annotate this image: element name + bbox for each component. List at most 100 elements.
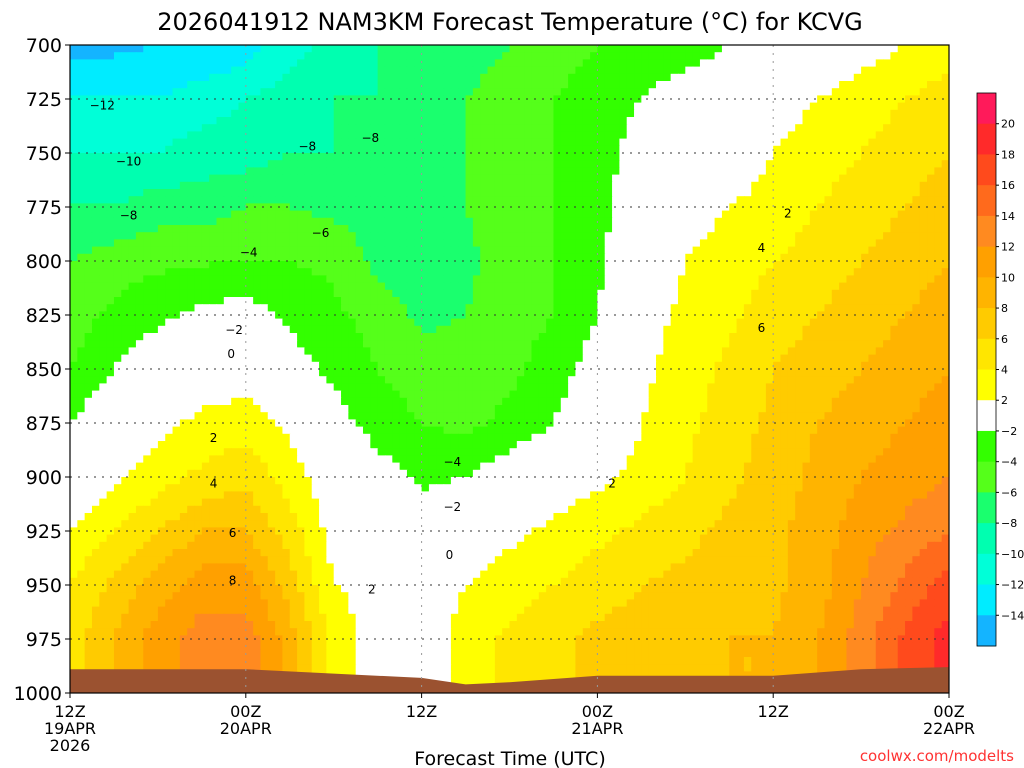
field-cell bbox=[612, 131, 620, 140]
field-cell bbox=[172, 145, 181, 154]
field-cell bbox=[553, 217, 562, 226]
field-cell bbox=[297, 253, 305, 262]
field-cell bbox=[384, 253, 393, 262]
field-cell bbox=[326, 340, 335, 348]
field-cell bbox=[319, 261, 327, 269]
field-cell bbox=[421, 297, 430, 305]
field-cell bbox=[846, 217, 855, 226]
field-cell bbox=[355, 117, 364, 125]
field-cell bbox=[238, 189, 247, 197]
field-cell bbox=[333, 131, 342, 140]
field-cell bbox=[297, 203, 305, 212]
field-cell bbox=[568, 88, 577, 96]
field-cell bbox=[634, 217, 642, 226]
field-cell bbox=[721, 66, 730, 75]
field-cell bbox=[363, 268, 371, 276]
field-cell bbox=[487, 246, 496, 255]
field-cell bbox=[927, 333, 935, 341]
field-cell bbox=[267, 246, 276, 255]
field-cell bbox=[480, 52, 489, 60]
field-cell bbox=[450, 325, 459, 334]
field-cell bbox=[758, 253, 767, 262]
field-cell bbox=[663, 225, 672, 233]
field-cell bbox=[729, 289, 738, 298]
field-cell bbox=[787, 289, 796, 298]
field-cell bbox=[157, 181, 166, 190]
field-cell bbox=[707, 275, 716, 284]
field-cell bbox=[656, 181, 664, 190]
field-cell bbox=[531, 181, 540, 190]
field-cell bbox=[553, 311, 562, 320]
field-cell bbox=[187, 145, 196, 154]
field-cell bbox=[919, 117, 928, 125]
field-cell bbox=[663, 268, 672, 276]
field-cell bbox=[663, 203, 672, 212]
field-cell bbox=[853, 189, 862, 197]
field-cell bbox=[304, 124, 313, 132]
field-cell bbox=[663, 153, 672, 161]
field-cell bbox=[77, 95, 86, 104]
field-cell bbox=[187, 225, 196, 233]
field-cell bbox=[736, 282, 745, 291]
field-cell bbox=[128, 210, 137, 219]
field-cell bbox=[568, 95, 577, 104]
field-cell bbox=[538, 282, 547, 291]
field-cell bbox=[612, 45, 620, 53]
field-cell bbox=[238, 297, 247, 305]
field-cell bbox=[692, 174, 701, 183]
field-cell bbox=[809, 153, 818, 161]
field-cell bbox=[736, 275, 745, 284]
field-cell bbox=[297, 174, 305, 183]
field-cell bbox=[765, 52, 774, 60]
field-cell bbox=[297, 109, 305, 118]
field-cell bbox=[179, 153, 188, 161]
field-cell bbox=[714, 52, 723, 60]
field-cell bbox=[150, 210, 159, 219]
field-cell bbox=[707, 225, 716, 233]
field-cell bbox=[289, 253, 298, 262]
field-cell bbox=[780, 95, 789, 104]
field-cell bbox=[70, 239, 78, 248]
field-cell bbox=[905, 196, 913, 204]
field-cell bbox=[187, 268, 196, 276]
field-cell bbox=[656, 189, 664, 197]
field-cell bbox=[399, 102, 408, 111]
field-cell bbox=[99, 318, 108, 327]
field-cell bbox=[99, 88, 108, 96]
field-cell bbox=[282, 289, 291, 298]
field-cell bbox=[282, 318, 291, 327]
field-cell bbox=[824, 109, 833, 118]
field-cell bbox=[626, 304, 635, 312]
field-cell bbox=[341, 203, 349, 212]
field-cell bbox=[128, 117, 137, 125]
field-cell bbox=[809, 174, 818, 183]
field-cell bbox=[135, 246, 144, 255]
field-cell bbox=[121, 167, 130, 176]
field-cell bbox=[472, 189, 481, 197]
field-cell bbox=[656, 45, 664, 53]
field-cell bbox=[370, 325, 379, 334]
field-cell bbox=[458, 196, 467, 204]
field-cell bbox=[150, 88, 159, 96]
field-cell bbox=[919, 181, 928, 190]
field-cell bbox=[436, 167, 445, 176]
field-cell bbox=[480, 181, 489, 190]
field-cell bbox=[406, 102, 415, 111]
field-cell bbox=[436, 138, 445, 147]
field-cell bbox=[253, 333, 262, 341]
field-cell bbox=[304, 66, 313, 75]
field-cell bbox=[187, 59, 196, 68]
field-cell bbox=[245, 174, 254, 183]
field-cell bbox=[663, 45, 672, 53]
field-cell bbox=[743, 282, 752, 291]
field-cell bbox=[370, 318, 379, 327]
field-cell bbox=[260, 239, 269, 248]
field-cell bbox=[399, 297, 408, 305]
field-cell bbox=[143, 196, 152, 204]
field-cell bbox=[575, 124, 584, 132]
field-cell bbox=[216, 225, 225, 233]
field-cell bbox=[245, 145, 254, 154]
field-cell bbox=[919, 145, 928, 154]
field-cell bbox=[275, 282, 284, 291]
field-cell bbox=[743, 73, 752, 82]
